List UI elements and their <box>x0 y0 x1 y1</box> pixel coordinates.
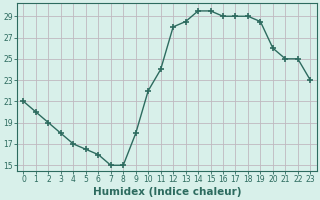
X-axis label: Humidex (Indice chaleur): Humidex (Indice chaleur) <box>93 187 241 197</box>
